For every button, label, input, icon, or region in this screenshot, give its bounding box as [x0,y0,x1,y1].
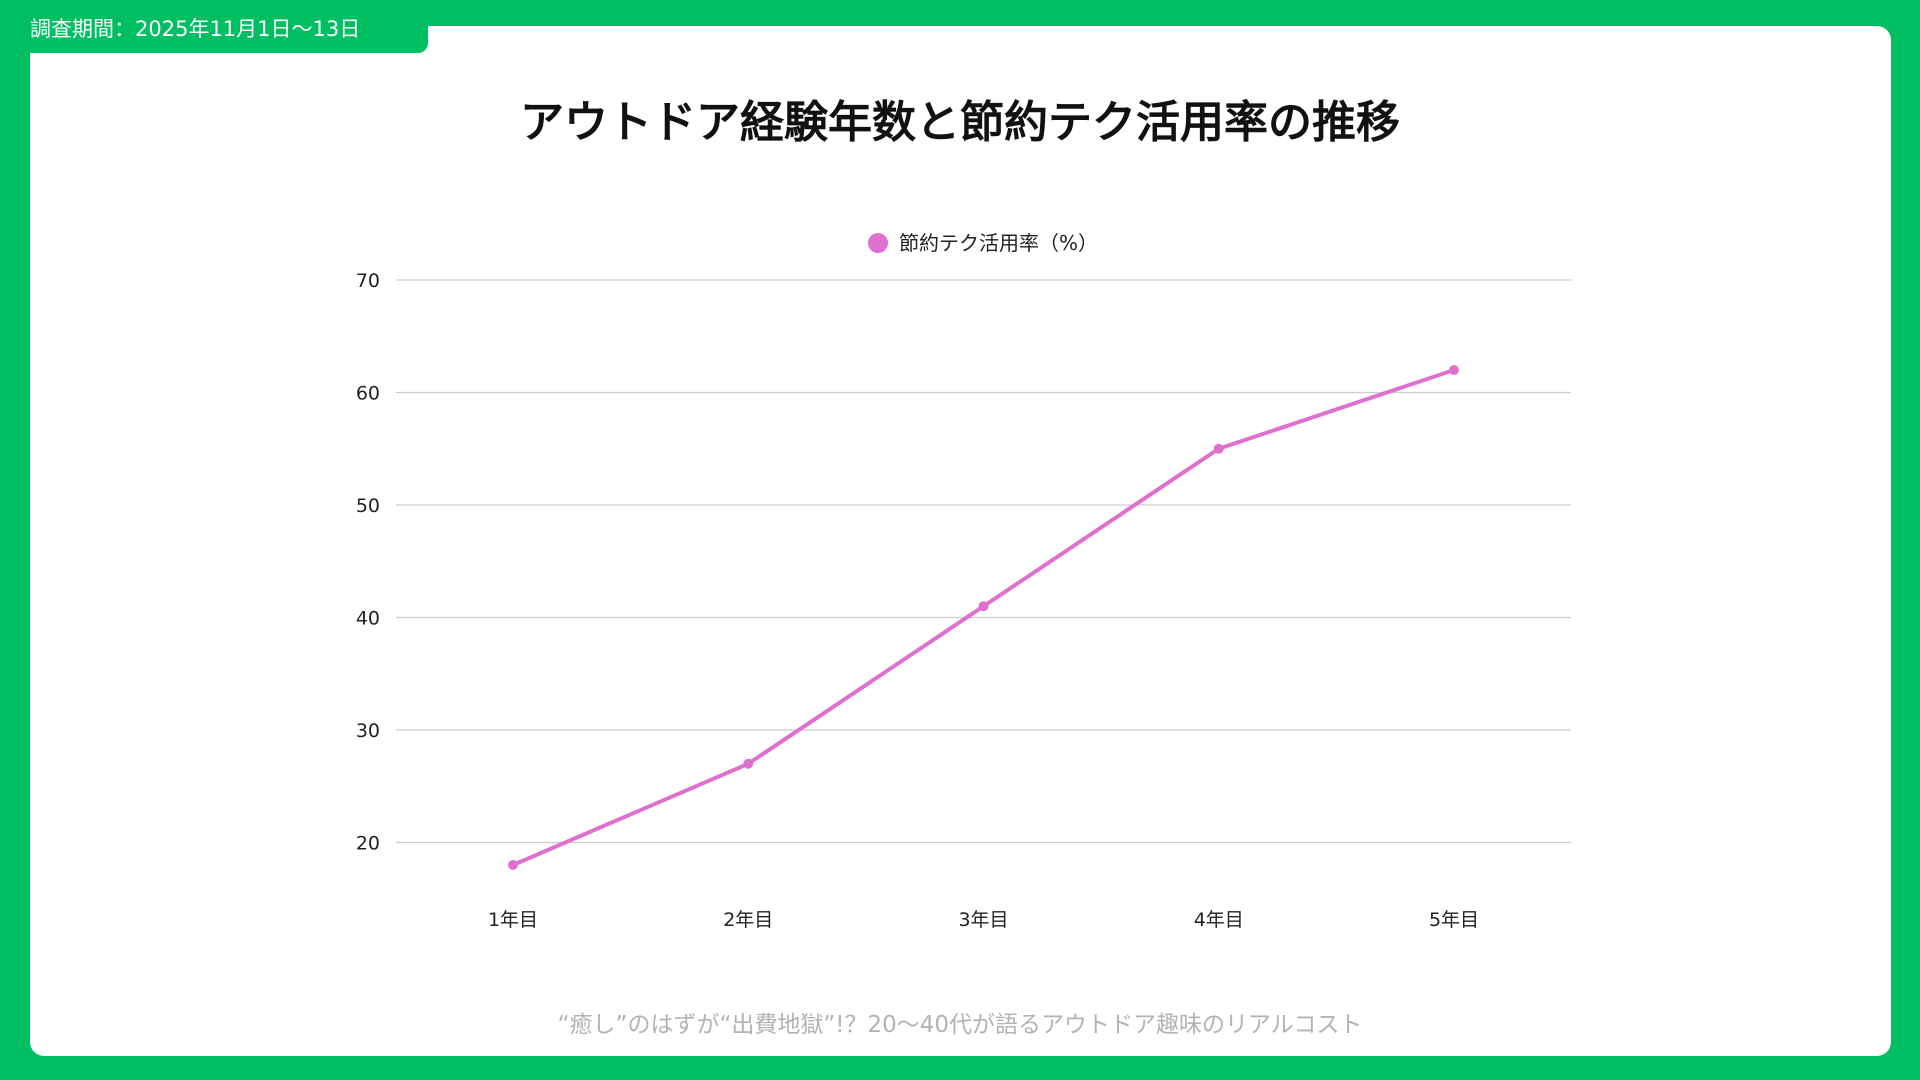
data-point [978,601,989,612]
legend: 節約テク活用率（%） [868,231,1098,255]
x-tick-label: 2年目 [723,909,773,931]
series-layer [508,365,1459,870]
y-tick-label: 40 [356,608,380,630]
grid-lines [396,279,1571,844]
chart-title: アウトドア経験年数と節約テク活用率の推移 [520,97,1400,148]
survey-period-label: 調査期間：2025年11月1日〜13日 [30,17,361,41]
footer-caption: “癒し”のはずが“出費地獄”!？20〜40代が語るアウトドア趣味のリアルコスト [557,1012,1363,1038]
y-tick-label: 60 [356,383,380,405]
x-tick-label: 4年目 [1194,909,1244,931]
y-tick-label: 20 [356,833,380,855]
y-axis-ticks: 20 30 40 50 60 70 [356,270,380,855]
data-point [508,860,518,870]
data-point [1213,443,1224,454]
data-point [1449,365,1459,375]
x-axis-ticks: 1年目 2年目 3年目 4年目 5年目 [488,909,1479,931]
survey-period-tab [0,0,428,53]
legend-label: 節約テク活用率（%） [899,231,1098,255]
x-tick-label: 3年目 [958,909,1008,931]
y-tick-label: 70 [356,270,380,292]
chart-card [30,26,1891,1056]
x-tick-label: 5年目 [1429,909,1479,931]
y-tick-label: 30 [356,720,380,742]
data-point [743,758,754,769]
x-tick-label: 1年目 [488,909,538,931]
legend-marker [868,233,888,253]
y-tick-label: 50 [356,495,380,517]
